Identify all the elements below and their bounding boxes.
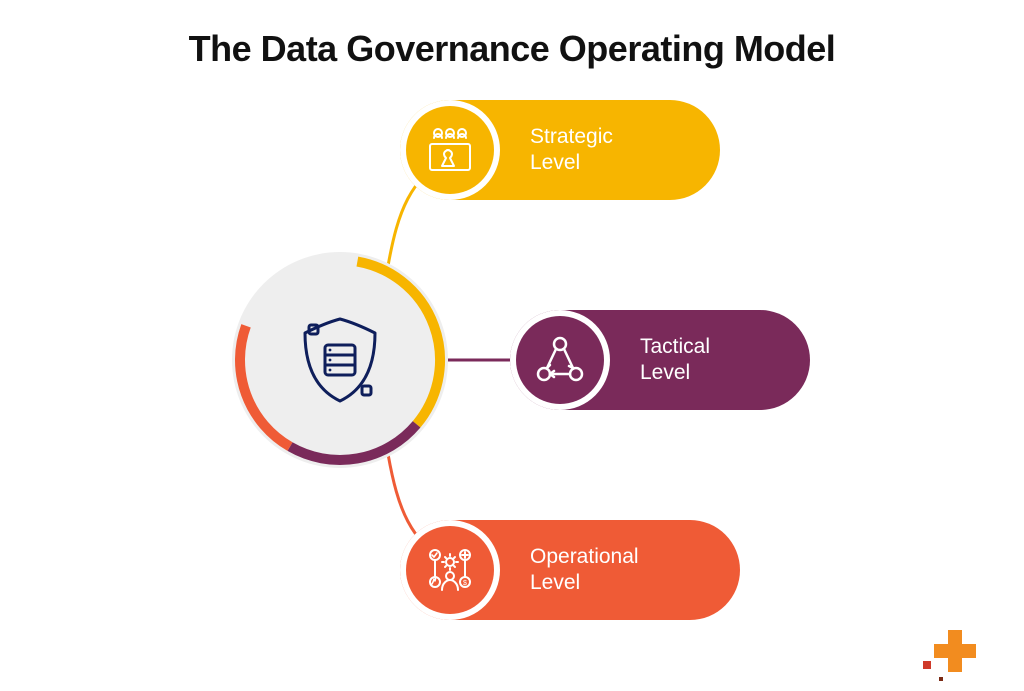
pill-operational-circle: $ bbox=[400, 520, 500, 620]
pill-operational-label-line2: Level bbox=[530, 570, 639, 596]
operations-dashboard-icon: $ bbox=[420, 540, 480, 600]
hub bbox=[232, 252, 448, 468]
pill-operational-label: Operational Level bbox=[530, 544, 639, 597]
pill-strategic-label-line1: Strategic bbox=[530, 125, 613, 148]
pill-tactical-circle bbox=[510, 310, 610, 410]
pill-strategic-circle bbox=[400, 100, 500, 200]
pill-strategic-label: Strategic Level bbox=[530, 124, 613, 177]
pill-strategic-label-line2: Level bbox=[530, 150, 613, 176]
pill-operational: $ Operational Level bbox=[400, 520, 740, 620]
pill-operational-label-line1: Operational bbox=[530, 545, 639, 568]
strategy-board-icon bbox=[420, 120, 480, 180]
page-title: The Data Governance Operating Model bbox=[0, 28, 1024, 70]
shield-database-icon bbox=[285, 305, 395, 415]
triangle-cycle-icon bbox=[530, 330, 590, 390]
brand-logo bbox=[920, 630, 990, 691]
pill-tactical-label: Tactical Level bbox=[640, 334, 710, 387]
pill-strategic: Strategic Level bbox=[400, 100, 720, 200]
pill-tactical-label-line1: Tactical bbox=[640, 335, 710, 358]
pill-tactical-label-line2: Level bbox=[640, 360, 710, 386]
hub-inner bbox=[254, 274, 426, 446]
svg-text:$: $ bbox=[463, 580, 467, 587]
title-text: The Data Governance Operating Model bbox=[189, 28, 836, 69]
pill-tactical: Tactical Level bbox=[510, 310, 810, 410]
